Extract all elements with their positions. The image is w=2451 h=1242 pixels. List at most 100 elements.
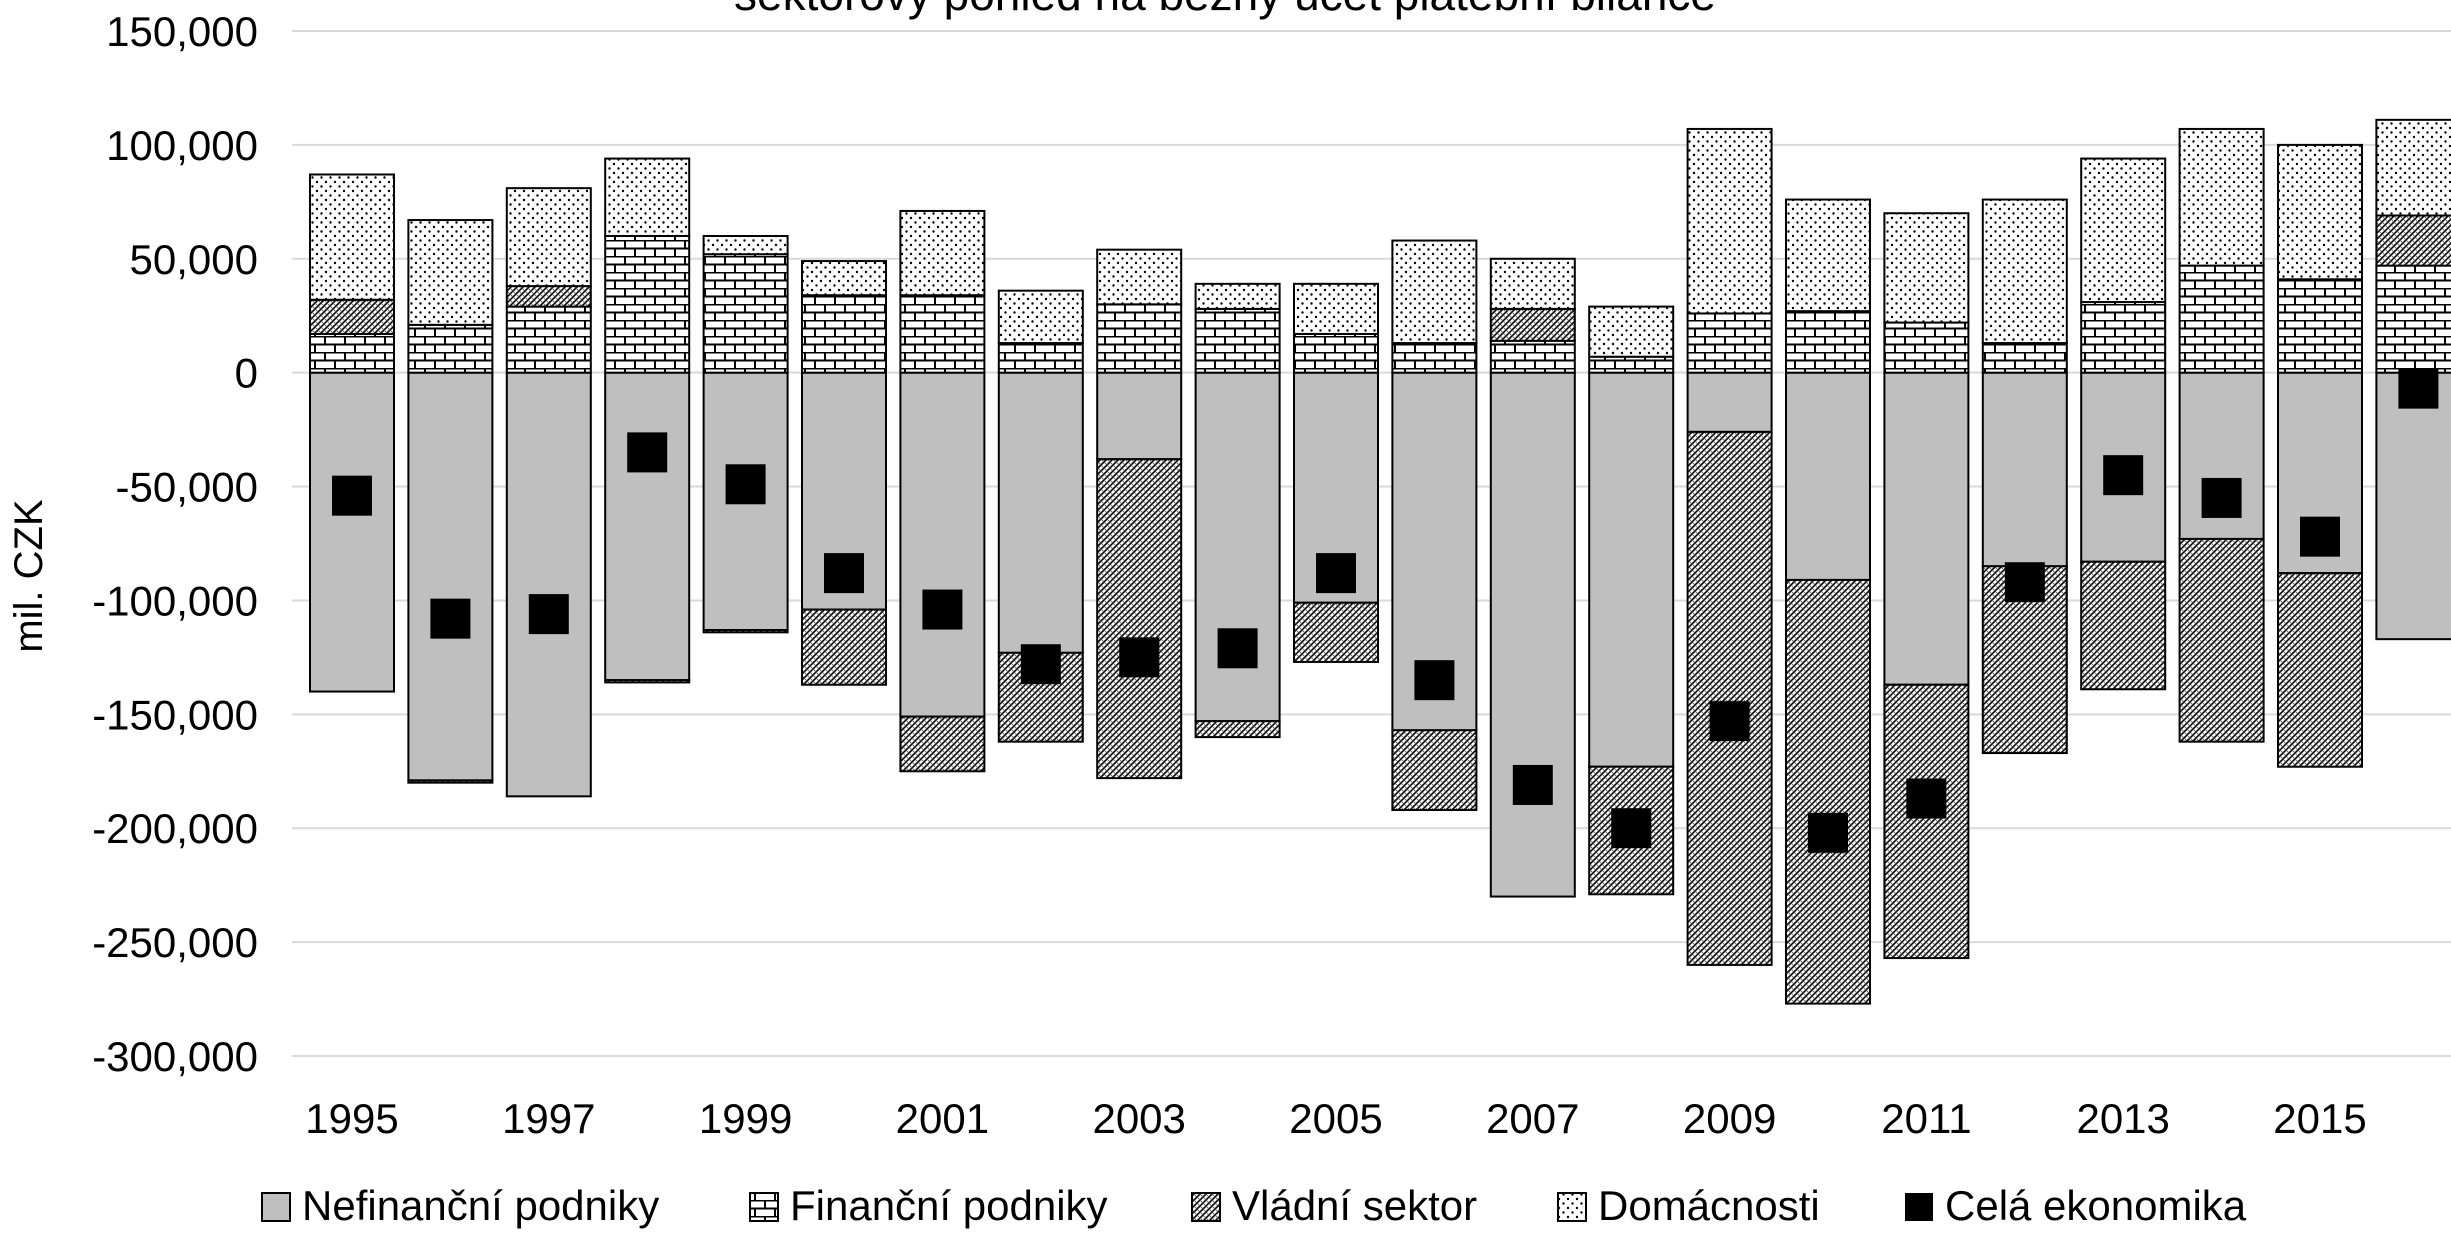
bar-segment-2015-finan-n-podniky <box>2277 278 2363 374</box>
marker-2001 <box>922 589 963 630</box>
bar-segment-2011-finan-n-podniky <box>1883 321 1970 374</box>
bar-segment-1999-finan-n-podniky <box>702 253 789 374</box>
bar-segment-2004-nefinan-n-podniky <box>1194 371 1281 723</box>
bar-segment-2006-vl-dn-sektor <box>1391 729 1478 811</box>
legend-swatch <box>261 1192 291 1222</box>
legend-label: Nefinanční podniky <box>302 1182 659 1229</box>
marker-1995 <box>332 475 372 516</box>
marker-2009 <box>1709 701 1750 742</box>
x-tick-label: 1995 <box>305 1095 398 1142</box>
bar-segment-2014-dom-cnosti <box>2178 127 2265 267</box>
bar-segment-2003-finan-n-podniky <box>1096 303 1183 374</box>
bar-segment-2008-dom-cnosti <box>1588 305 1675 358</box>
bar-segment-2012-dom-cnosti <box>1981 198 2068 345</box>
marker-2007 <box>1512 764 1553 805</box>
x-tick-label: 2007 <box>1486 1095 1579 1142</box>
marker-2006 <box>1414 660 1455 701</box>
bar-segment-2002-finan-n-podniky <box>997 342 1084 374</box>
bar-segment-2009-nefinan-n-podniky <box>1686 371 1773 433</box>
bar-segment-1998-nefinan-n-podniky <box>604 371 691 682</box>
bar-segment-2005-vl-dn-sektor <box>1293 601 1379 663</box>
bar-segment-1995-finan-n-podniky <box>309 332 395 374</box>
marker-1997 <box>528 594 569 635</box>
bar-segment-2005-dom-cnosti <box>1293 282 1379 335</box>
bar-segment-2016-finan-n-podniky <box>2375 264 2451 374</box>
x-tick-label: 2003 <box>1092 1095 1185 1142</box>
bar-segment-2010-finan-n-podniky <box>1785 310 1871 374</box>
y-tick-label: 50,000 <box>130 236 258 283</box>
marker-2016 <box>2398 368 2439 409</box>
x-tick-label: 2005 <box>1289 1095 1382 1142</box>
bar-segment-2001-finan-n-podniky <box>899 294 986 374</box>
bar-segment-2012-nefinan-n-podniky <box>1981 371 2068 568</box>
y-tick-label: -150,000 <box>92 691 258 738</box>
marker-2010 <box>1808 812 1848 853</box>
bar-segment-2007-vl-dn-sektor <box>1489 307 1576 342</box>
x-axis-ticks: 1995 1997 1999 2001 2003 2005 2007 2009 2011 2013… <box>305 1095 2366 1142</box>
bar-segment-1997-vl-dn-sektor <box>505 285 592 308</box>
bar-segment-2001-nefinan-n-podniky <box>899 371 986 718</box>
x-tick-label: 1999 <box>699 1095 792 1142</box>
bar-segment-2013-vl-dn-sektor <box>2080 560 2167 691</box>
x-tick-label: 1997 <box>502 1095 595 1142</box>
marker-2008 <box>1611 808 1652 849</box>
markers <box>332 368 2439 853</box>
marker-2005 <box>1316 553 1356 594</box>
marker-1999 <box>725 464 766 505</box>
bar-segment-2013-dom-cnosti <box>2080 157 2167 304</box>
y-axis-title: mil. CZK <box>7 499 51 653</box>
y-tick-label: -250,000 <box>92 919 258 966</box>
x-tick-label: 2009 <box>1683 1095 1776 1142</box>
bar-segment-2004-vl-dn-sektor <box>1194 720 1281 739</box>
y-axis-ticks: 150,000 100,000 50,000 0 -50,000 -100,000 -150… <box>92 8 258 1080</box>
y-tick-label: 100,000 <box>106 122 258 169</box>
bar-segment-2002-vl-dn-sektor <box>997 651 1084 743</box>
bar-segment-2016-vl-dn-sektor <box>2375 214 2451 267</box>
bar-segment-1995-vl-dn-sektor <box>309 298 395 335</box>
bar-segment-2010-vl-dn-sektor <box>1785 578 1871 1005</box>
y-tick-label: -300,000 <box>92 1033 258 1080</box>
bars <box>309 118 2451 1005</box>
marker-2014 <box>2201 477 2242 518</box>
x-tick-label: 2013 <box>2076 1095 2169 1142</box>
bar-segment-1999-vl-dn-sektor <box>702 629 789 634</box>
bar-segment-1997-finan-n-podniky <box>505 305 592 374</box>
x-tick-label: 2001 <box>896 1095 989 1142</box>
bar-segment-1996-dom-cnosti <box>407 219 494 326</box>
marker-2000 <box>824 553 864 594</box>
bar-segment-2016-dom-cnosti <box>2375 118 2451 217</box>
bar-segment-2003-vl-dn-sektor <box>1096 458 1183 780</box>
bar-segment-2005-finan-n-podniky <box>1293 332 1379 374</box>
bar-segment-2012-finan-n-podniky <box>1981 342 2068 374</box>
bar-segment-1995-nefinan-n-podniky <box>309 371 395 693</box>
bar-segment-2014-vl-dn-sektor <box>2178 537 2265 743</box>
bar-segment-2011-vl-dn-sektor <box>1883 683 1970 960</box>
bar-segment-2016-nefinan-n-podniky <box>2375 371 2451 641</box>
bar-segment-1999-dom-cnosti <box>702 235 789 256</box>
legend-label: Vládní sektor <box>1232 1182 1477 1229</box>
marker-1996 <box>430 598 471 639</box>
bar-segment-2000-dom-cnosti <box>801 260 887 297</box>
bar-segment-2015-dom-cnosti <box>2277 143 2363 281</box>
y-tick-label: 150,000 <box>106 8 258 55</box>
chart-title: sektorový pohled na běžný účet platební … <box>734 0 1716 20</box>
y-tick-label: -200,000 <box>92 805 258 852</box>
bar-segment-2011-dom-cnosti <box>1883 212 1970 324</box>
x-tick-label: 2015 <box>2273 1095 2366 1142</box>
y-tick-label: -100,000 <box>92 577 258 624</box>
x-tick-label: 2011 <box>1881 1095 1971 1142</box>
bar-segment-2013-finan-n-podniky <box>2080 301 2167 374</box>
bar-segment-2001-dom-cnosti <box>899 209 986 297</box>
bar-segment-1998-vl-dn-sektor <box>604 679 691 684</box>
marker-2003 <box>1119 637 1160 678</box>
legend: Nefinanční podniky Finanční podniky Vládní… <box>261 1182 2247 1229</box>
bar-segment-2006-dom-cnosti <box>1391 239 1478 345</box>
bar-segment-2006-finan-n-podniky <box>1391 342 1478 374</box>
legend-label: Celá ekonomika <box>1945 1182 2247 1229</box>
marker-2011 <box>1906 778 1947 819</box>
bar-segment-1996-vl-dn-sektor <box>407 779 494 784</box>
bar-segment-2002-nefinan-n-podniky <box>997 371 1084 654</box>
legend-swatch <box>1905 1193 1933 1221</box>
bar-segment-2008-nefinan-n-podniky <box>1588 371 1675 768</box>
